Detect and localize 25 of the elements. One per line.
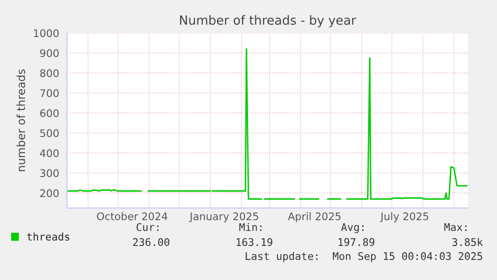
text: 163.19	[236, 238, 272, 246]
y-tick-label: 700	[40, 89, 59, 98]
chart-title: Number of threads - by year	[180, 15, 356, 28]
y-tick-label: 400	[40, 149, 59, 158]
text: 236.00	[133, 238, 170, 246]
x-tick-label: January 2025	[189, 212, 258, 222]
x-tick-label: October 2024	[96, 212, 168, 220]
text: Last update: Mon Sep 15 00:04:03 2025	[246, 252, 482, 262]
text: Avg:	[341, 223, 364, 234]
y-axis-title: number of threads	[16, 69, 26, 172]
y-tick-label: 200	[40, 189, 59, 198]
text: Max:	[444, 223, 466, 232]
y-tick-label: 900	[40, 49, 59, 58]
text: 3.85k	[452, 238, 483, 246]
y-tick-label: 1000	[34, 29, 59, 38]
y-tick-label: 800	[40, 69, 59, 78]
y-tick-label: 500	[40, 129, 59, 138]
text: 197.89	[338, 238, 374, 246]
y-tick-label: 300	[40, 169, 59, 178]
text: Cur:	[136, 223, 158, 232]
x-tick-label: July 2025	[380, 212, 428, 222]
legend-label: threads	[27, 232, 70, 241]
y-tick-label: 600	[40, 109, 59, 118]
text: Min:	[239, 222, 262, 231]
x-tick-label: April 2025	[288, 212, 341, 222]
